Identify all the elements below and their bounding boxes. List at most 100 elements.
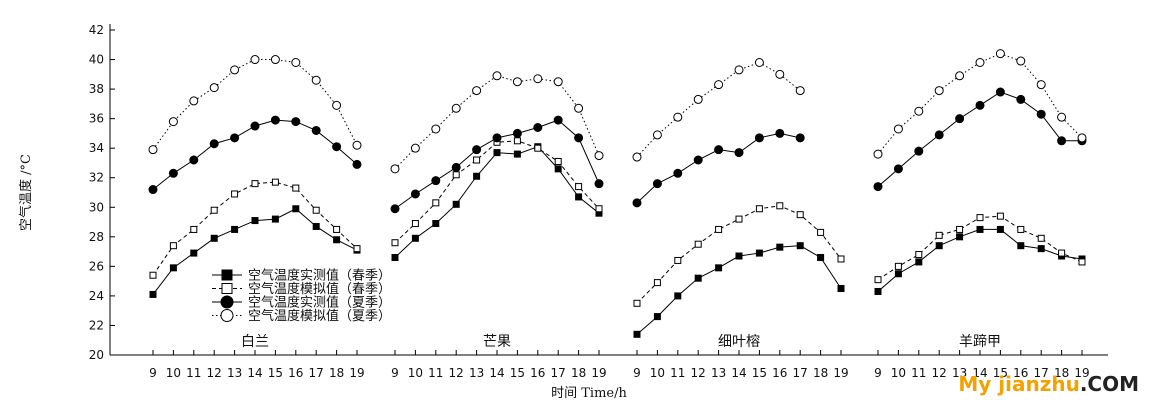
data-point [492,133,502,143]
data-point [996,225,1004,233]
data-point [292,205,300,213]
data-point [554,157,562,165]
data-point [755,249,763,257]
x-tick-label: 15 [993,366,1008,380]
data-point [149,271,157,279]
data-point [1016,94,1026,104]
data-point [353,245,361,253]
y-tick-label: 42 [89,23,104,37]
data-point [432,220,440,228]
data-point [149,290,157,298]
series-layer [148,49,1087,338]
data-point [533,123,543,132]
data-point [1077,133,1087,143]
data-point [431,124,441,134]
data-point [452,171,460,179]
y-tick-label: 40 [89,53,104,67]
data-point [893,164,903,174]
data-point [694,240,702,248]
x-tick-label: 9 [149,366,157,380]
data-point [995,87,1005,97]
data-point [333,236,341,244]
data-point [451,162,461,172]
data-point [975,100,985,110]
data-point [574,133,584,143]
data-point [714,80,724,90]
data-point [533,74,543,84]
data-point [935,231,943,239]
data-point [893,124,903,134]
data-point [575,183,583,191]
data-point [270,55,280,65]
data-point [837,255,845,263]
data-point [734,65,744,75]
data-point [411,234,419,242]
legend-label: 空气温度实测值（夏季） [248,295,391,311]
data-point [574,103,584,113]
x-tick-label: 15 [752,366,767,380]
data-point [694,274,702,282]
data-point [230,133,240,143]
data-point [251,217,259,225]
data-point [594,151,604,161]
data-point [169,242,177,250]
x-tick-label: 13 [469,366,484,380]
data-point [493,149,501,157]
data-point [996,212,1004,220]
data-point [291,117,301,127]
data-point [291,58,301,67]
x-tick-label: 11 [911,366,926,380]
data-point [1017,225,1025,233]
data-point [231,190,239,198]
data-point [775,128,785,138]
y-tick-label: 24 [89,289,104,303]
series-line [636,61,801,158]
data-point [575,193,583,201]
x-tick-label: 9 [391,366,399,380]
data-point [714,145,724,155]
y-tick-label: 30 [89,200,104,214]
data-point [271,215,279,223]
series-line [152,59,358,150]
data-point [653,279,661,287]
data-point [513,137,521,145]
x-tick-label: 13 [227,366,242,380]
x-tick-label: 17 [1034,366,1049,380]
x-tick-label: 18 [329,366,344,380]
data-point [168,168,178,178]
data-point [1078,258,1086,266]
data-point [312,222,320,230]
data-point [391,254,399,261]
data-point [633,299,641,307]
data-point [210,234,218,242]
data-point [452,200,460,208]
data-point [1036,80,1046,90]
data-point [715,225,723,233]
x-tick-label: 15 [510,366,525,380]
data-point [189,96,199,106]
x-tick-label: 10 [891,366,906,380]
data-point [796,242,804,250]
data-point [352,140,362,150]
data-point [934,130,944,140]
data-point [270,115,280,125]
data-point [894,262,902,270]
x-tick-label: 16 [1013,366,1028,380]
data-point [915,251,923,259]
group-label: 芒果 [483,334,511,350]
x-tick-label: 19 [591,366,606,380]
data-point [955,114,965,124]
data-point [411,220,419,228]
x-tick-label: 14 [972,366,987,380]
y-tick-label: 28 [89,230,104,244]
data-point [837,285,845,293]
legend-marker [220,309,234,322]
y-tick-label: 26 [89,259,104,273]
data-point [473,172,481,180]
x-tick-label: 17 [793,366,808,380]
y-tick-label: 38 [89,82,104,96]
x-tick-label: 12 [932,366,947,380]
data-point [554,165,562,173]
series-line [636,132,801,204]
